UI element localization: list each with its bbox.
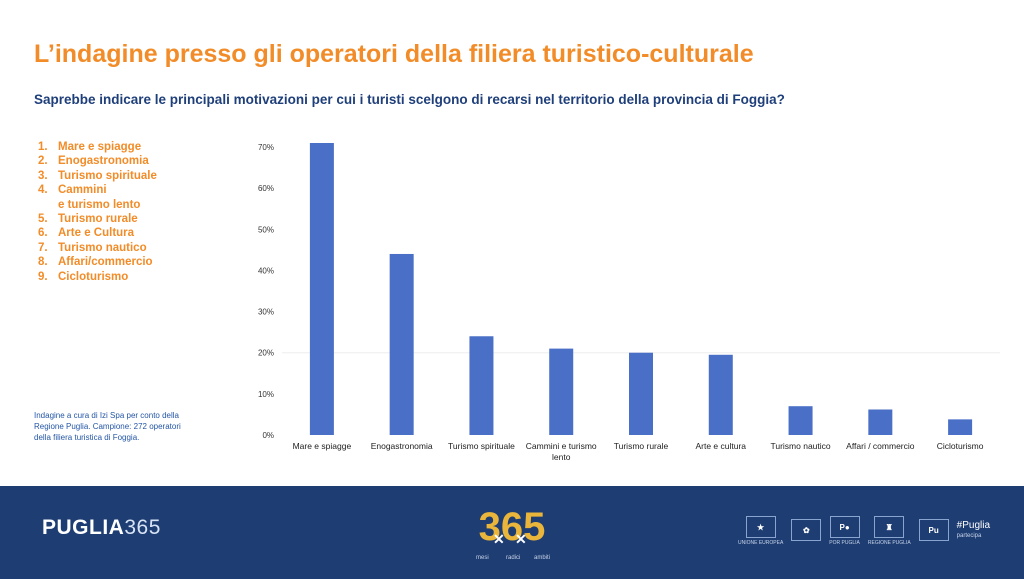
x-tick-label: Turismo nautico: [770, 441, 830, 451]
x-tick-label: Cicloturismo: [937, 441, 984, 451]
ranking-item: 2. Enogastronomia: [38, 155, 149, 168]
bar: [309, 143, 334, 435]
x-tick-label: Cammini e turismo: [526, 441, 597, 451]
svg-text:✕: ✕: [493, 531, 505, 547]
y-tick-label: 70%: [258, 143, 274, 152]
x-tick-label: Turismo spirituale: [448, 441, 515, 451]
ranking-list: 1. Mare e spiagge 2. Enogastronomia 3. Turi…: [38, 140, 178, 284]
italian-republic-emblem-icon: ✿: [791, 519, 822, 543]
bar: [549, 348, 574, 435]
ranking-item: 8. Affari/commercio: [38, 256, 153, 269]
slide-title: L’indagine presso gli operatori della fi…: [34, 40, 754, 68]
ranking-item: 1. Mare e spiagge: [38, 141, 142, 153]
footer-bar: PUGLIA365 365 ✕ ✕ mesi radici ambiti ★ U…: [0, 486, 1024, 579]
regione-puglia-crest-icon: ♜ REGIONE PUGLIA: [868, 516, 911, 546]
eu-flag-icon: ★ UNIONE EUROPEA: [738, 516, 783, 546]
y-tick-label: 30%: [258, 308, 274, 317]
bar: [948, 419, 973, 435]
y-tick-label: 50%: [258, 225, 274, 234]
x-tick-label: Enogastronomia: [371, 441, 433, 451]
x-tick-label: Turismo rurale: [614, 441, 669, 451]
y-tick-label: 10%: [258, 390, 274, 399]
puglia365-brand: PUGLIA365: [42, 516, 161, 539]
svg-text:radici: radici: [506, 555, 520, 561]
ranking-item: 7. Turismo nautico: [38, 241, 147, 254]
partner-logos: ★ UNIONE EUROPEA ✿ P● POR PUGLIA ♜ REGIO…: [738, 516, 990, 546]
bar: [469, 336, 494, 435]
y-tick-label: 0%: [262, 431, 274, 440]
ranking-item: 4. Cammini e turismo lento: [38, 184, 141, 211]
logo-365-icon: 365 ✕ ✕ mesi radici ambiti: [476, 505, 550, 561]
y-tick-label: 40%: [258, 266, 274, 275]
bar: [868, 409, 893, 435]
svg-text:mesi: mesi: [476, 555, 489, 561]
x-tick-label: Affari / commercio: [846, 441, 915, 451]
x-tick-label: lento: [552, 452, 571, 462]
puglia-partecipa-logo: #Puglia partecipa: [956, 520, 991, 539]
bar: [389, 253, 414, 435]
ranking-item: 9. Cicloturismo: [38, 270, 129, 283]
svg-text:ambiti: ambiti: [534, 555, 550, 561]
bar: [708, 354, 733, 435]
ranking-item: 6. Arte e Cultura: [38, 227, 135, 240]
y-tick-label: 20%: [258, 349, 274, 358]
x-tick-label: Arte e cultura: [695, 441, 746, 451]
puglia-logo-icon: Pu: [918, 519, 949, 543]
survey-note: Indagine a cura di Izi Spa per conto del…: [34, 411, 181, 442]
x-tick-label: Mare e spiagge: [293, 441, 352, 451]
bar-chart: 0% 10% 20% 30% 40% 50% 60% 70% Mare e spiagge Eno…: [258, 143, 1000, 462]
bar: [788, 406, 813, 435]
ranking-item: 3. Turismo spirituale: [38, 169, 157, 182]
y-tick-label: 60%: [258, 184, 274, 193]
por-puglia-logo-icon: P● POR PUGLIA: [829, 516, 860, 546]
svg-text:✕: ✕: [515, 531, 527, 547]
bar: [629, 352, 653, 435]
survey-question: Saprebbe indicare le principali motivazi…: [34, 92, 785, 107]
ranking-item: 5. Turismo rurale: [38, 213, 138, 226]
logo-365-text: 365: [479, 505, 546, 549]
